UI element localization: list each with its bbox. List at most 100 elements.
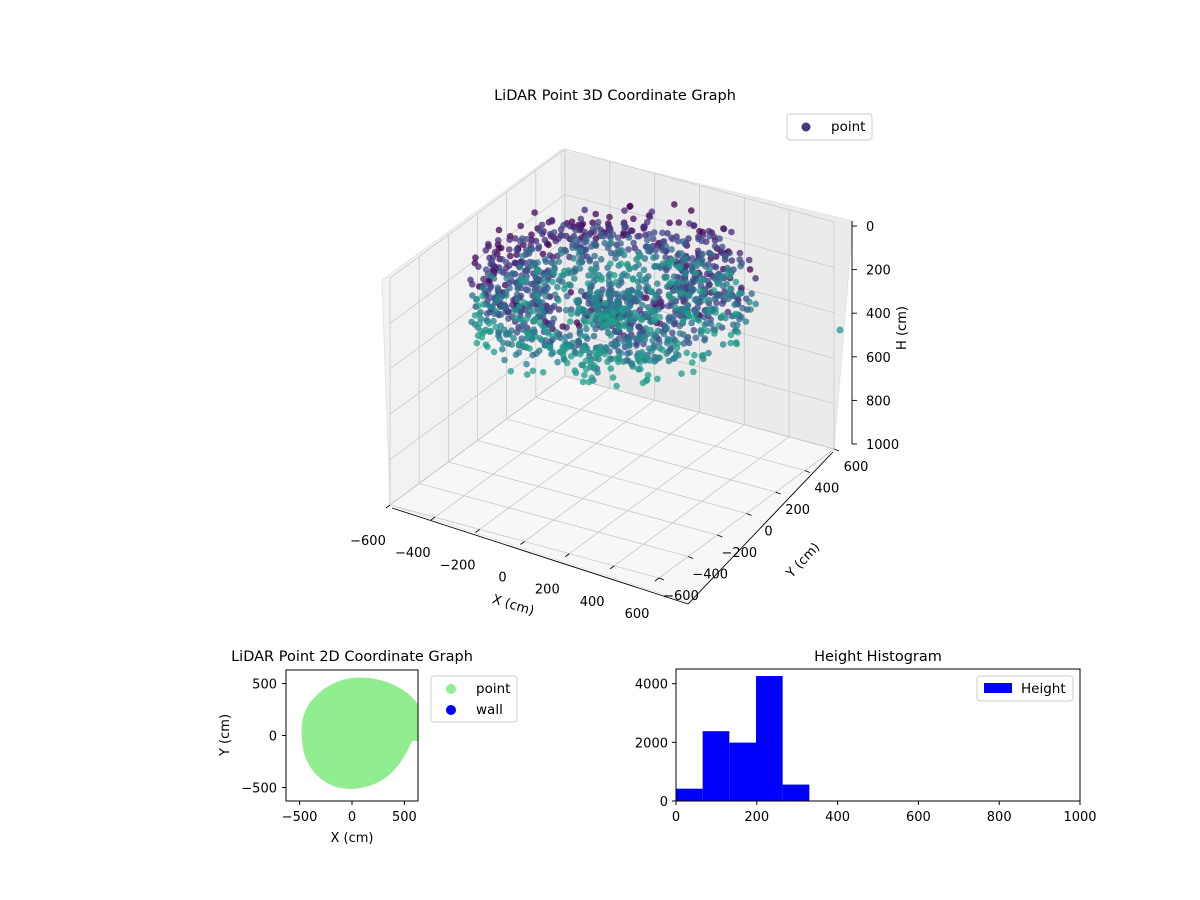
cloud-point — [626, 202, 634, 210]
cloud-point — [607, 365, 615, 372]
cloud-point — [551, 291, 559, 299]
y-tick-label-2d: 500 — [252, 678, 277, 693]
cloud-point — [591, 252, 598, 260]
cloud-point — [542, 292, 549, 300]
cloud-point — [635, 297, 642, 305]
cloud-point — [664, 335, 672, 343]
cloud-point — [494, 237, 502, 244]
cloud-point — [615, 353, 623, 361]
cloud-point — [683, 336, 691, 344]
cloud-point — [520, 299, 527, 306]
cloud-point — [691, 296, 699, 304]
cloud-point — [677, 289, 684, 297]
cloud-point — [567, 310, 575, 318]
y-tick-label-3d: 400 — [814, 482, 839, 497]
cloud-point — [691, 351, 698, 359]
cloud-point — [701, 313, 708, 321]
plot-histogram: 0 200 400 600 800 1000 0 2000 4000 Height Histog… — [635, 649, 1097, 825]
cloud-point — [637, 365, 644, 373]
x-tick-label-3d: −400 — [395, 546, 431, 561]
x-tick-label-3d: 200 — [535, 583, 560, 598]
x-tick-label-hist: 0 — [672, 810, 680, 825]
cloud-point — [508, 341, 516, 348]
y-tick-3d — [804, 470, 811, 473]
cloud-point — [495, 226, 503, 234]
z-tick-label-3d: 1000 — [866, 438, 899, 453]
cloud-point — [513, 291, 521, 298]
cloud-point — [576, 265, 584, 272]
cloud-point — [473, 295, 481, 303]
cloud-point — [614, 234, 622, 241]
cloud-point — [646, 308, 654, 315]
cloud-point — [648, 208, 656, 215]
cloud-point — [498, 255, 506, 263]
cloud-point — [516, 303, 523, 310]
grid-back-h — [564, 148, 835, 223]
plot-3d: −600 −400 −200 0 200 400 600 −600 −400 −200 0 200 40… — [350, 88, 910, 622]
cloud-point — [656, 339, 663, 347]
cloud-point — [553, 328, 560, 336]
cloud-point — [711, 295, 718, 303]
cloud-point — [530, 280, 538, 288]
cloud-point — [735, 296, 742, 304]
cloud-point — [652, 292, 659, 300]
x-axis-line — [391, 507, 689, 605]
cloud-point — [665, 291, 673, 298]
cloud-point — [532, 237, 540, 245]
cloud-point — [722, 293, 729, 301]
cloud-point — [637, 351, 645, 359]
cloud-point — [644, 313, 651, 320]
cloud-point — [650, 229, 658, 236]
y-tick-3d — [775, 491, 781, 495]
cloud-point — [678, 305, 685, 313]
cloud-point — [683, 349, 691, 357]
cloud-point — [721, 253, 729, 260]
cloud-point — [590, 332, 598, 340]
cloud-point — [562, 306, 570, 314]
cloud-point — [607, 234, 614, 242]
cloud-point — [533, 268, 541, 276]
cloud-point — [594, 288, 602, 296]
legend-2d-wall-marker — [446, 705, 456, 715]
cloud-point — [672, 304, 680, 312]
cloud-point — [548, 322, 555, 329]
cloud-point — [529, 367, 537, 375]
cloud-point — [523, 371, 531, 378]
cloud-point — [625, 342, 633, 349]
cloud-point — [663, 324, 671, 332]
cloud-point — [484, 240, 492, 248]
cloud-point — [611, 272, 618, 279]
cloud-point — [482, 247, 490, 254]
cloud-point — [479, 284, 487, 291]
cloud-point — [675, 219, 683, 226]
cloud-point — [581, 206, 588, 214]
cloud-point — [507, 252, 514, 260]
cloud-point — [523, 315, 531, 322]
cloud-point — [558, 232, 566, 239]
cloud-point — [652, 246, 660, 254]
cloud-point — [719, 300, 726, 308]
cloud-point — [577, 350, 584, 358]
cloud-point — [513, 329, 521, 336]
cloud-point — [705, 227, 713, 235]
cloud-point — [633, 313, 641, 321]
cloud-point — [506, 284, 513, 292]
cloud-point — [629, 275, 637, 282]
cloud-point — [523, 360, 530, 368]
cloud-point — [475, 263, 482, 271]
cloud-point — [536, 347, 543, 355]
legend-2d-wall-label: wall — [476, 702, 503, 718]
cloud-point — [701, 321, 708, 329]
cloud-point — [571, 275, 578, 282]
cloud-point — [644, 218, 651, 226]
cloud-point — [577, 247, 584, 254]
cloud-point — [589, 312, 597, 319]
cloud-point — [694, 260, 701, 268]
cloud-point — [569, 244, 576, 251]
x-tick-label-2d: 500 — [392, 810, 417, 825]
cloud-point — [602, 321, 610, 328]
cloud-point — [678, 250, 685, 257]
cloud-point — [697, 282, 705, 290]
cloud-point — [647, 326, 654, 334]
cloud-point — [654, 375, 661, 383]
